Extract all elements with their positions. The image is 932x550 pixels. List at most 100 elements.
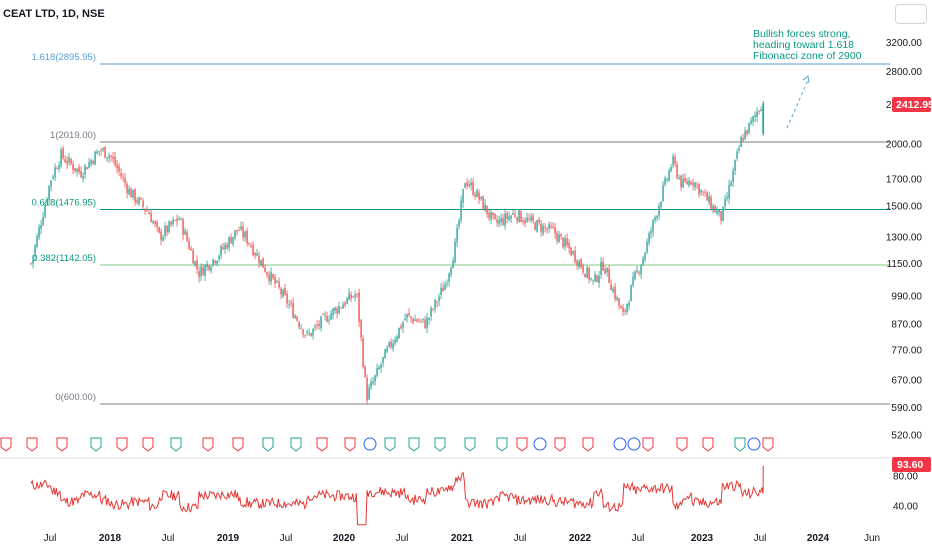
earnings-marker[interactable]: [202, 437, 214, 452]
candle-body: [688, 180, 690, 186]
candle-body: [92, 160, 94, 164]
earnings-marker[interactable]: [582, 437, 594, 452]
earnings-marker[interactable]: [262, 437, 274, 452]
earnings-marker[interactable]: [676, 437, 688, 452]
candle-body: [372, 381, 374, 384]
candle-body: [516, 217, 518, 222]
candle-body: [140, 197, 142, 200]
earnings-marker[interactable]: [56, 437, 68, 452]
earnings-marker[interactable]: [90, 437, 102, 452]
earnings-marker[interactable]: [232, 437, 244, 452]
earnings-marker[interactable]: [26, 437, 38, 452]
candle-body: [496, 219, 498, 223]
candle-body: [212, 259, 214, 266]
earnings-marker[interactable]: [496, 437, 508, 452]
candle-body: [624, 310, 626, 312]
earnings-marker[interactable]: [408, 437, 420, 452]
earnings-marker[interactable]: [316, 437, 328, 452]
time-axis[interactable]: Jul 2018 Jul 2019 Jul 2020 Jul 2021 Jul 2022 Jul 20…: [44, 533, 880, 544]
candle-body: [40, 224, 42, 230]
candle-body: [694, 182, 696, 188]
earnings-marker[interactable]: [170, 437, 182, 452]
dividend-marker[interactable]: [627, 437, 641, 451]
annotation-line-1: Bullish forces strong,: [753, 28, 850, 40]
earnings-marker[interactable]: [434, 437, 446, 452]
candle-body: [108, 155, 110, 159]
candle-body: [68, 157, 70, 163]
candle-body: [80, 170, 82, 177]
candlestick-series: [30, 101, 765, 405]
candle-body: [598, 276, 600, 283]
candle-body: [606, 267, 608, 273]
candle-body: [358, 292, 360, 322]
dividend-marker[interactable]: [363, 437, 377, 451]
earnings-marker[interactable]: [554, 437, 566, 452]
candle-body: [652, 219, 654, 232]
candle-body: [648, 233, 650, 244]
candle-body: [378, 367, 380, 370]
candle-body: [682, 179, 684, 188]
candle-body: [188, 240, 190, 250]
candle-body: [278, 281, 280, 288]
candle-body: [54, 167, 56, 178]
candle-body: [462, 188, 464, 203]
earnings-marker[interactable]: [142, 437, 154, 452]
candle-body: [714, 205, 716, 213]
earnings-marker[interactable]: [344, 437, 356, 452]
dividend-marker[interactable]: [533, 437, 547, 451]
candle-body: [42, 217, 44, 226]
time-tick-label: Jul: [280, 533, 293, 544]
earnings-marker[interactable]: [642, 437, 654, 452]
candle-body: [674, 157, 676, 165]
candle-body: [408, 313, 410, 316]
candle-body: [216, 260, 218, 264]
candle-body: [238, 230, 240, 232]
candle-body: [546, 229, 548, 231]
price-tick-label: 870.00: [891, 319, 922, 330]
candle-body: [644, 252, 646, 260]
candle-body: [612, 288, 614, 292]
candle-body: [640, 265, 642, 275]
candle-body: [522, 220, 524, 223]
earnings-marker[interactable]: [384, 437, 396, 452]
dividend-marker[interactable]: [613, 437, 627, 451]
candle-body: [532, 215, 534, 221]
candle-body: [656, 215, 658, 218]
candle-body: [60, 149, 62, 166]
candle-body: [308, 333, 310, 334]
earnings-marker[interactable]: [734, 437, 746, 452]
candle-body: [626, 303, 628, 313]
dividend-marker[interactable]: [747, 437, 761, 451]
earnings-marker[interactable]: [116, 437, 128, 452]
earnings-marker[interactable]: [290, 437, 302, 452]
candle-body: [710, 197, 712, 210]
candle-body: [208, 265, 210, 270]
candle-body: [250, 245, 252, 247]
candle-body: [548, 224, 550, 229]
candle-body: [576, 260, 578, 266]
earnings-marker[interactable]: [702, 437, 714, 452]
candle-body: [328, 319, 330, 321]
chart-settings-button[interactable]: [895, 4, 927, 24]
candle-body: [620, 306, 622, 309]
fib-level-label: 0(600.00): [55, 392, 96, 403]
candle-body: [280, 288, 282, 295]
earnings-marker[interactable]: [464, 437, 476, 452]
candle-body: [622, 307, 624, 313]
ticker-title: CEAT LTD, 1D, NSE: [3, 8, 105, 20]
candle-body: [692, 182, 694, 186]
candle-body: [740, 136, 742, 148]
earnings-marker[interactable]: [0, 437, 12, 452]
time-tick-label: 2022: [569, 533, 592, 544]
candle-body: [594, 273, 596, 282]
candle-body: [690, 181, 692, 185]
earnings-marker[interactable]: [762, 437, 774, 452]
earnings-marker[interactable]: [516, 437, 528, 452]
candle-body: [182, 219, 184, 236]
candle-body: [368, 387, 370, 400]
indicator-axis: 80.00 40.00: [893, 472, 918, 513]
candle-body: [70, 159, 72, 164]
candle-body: [288, 304, 290, 306]
candle-body: [404, 318, 406, 321]
